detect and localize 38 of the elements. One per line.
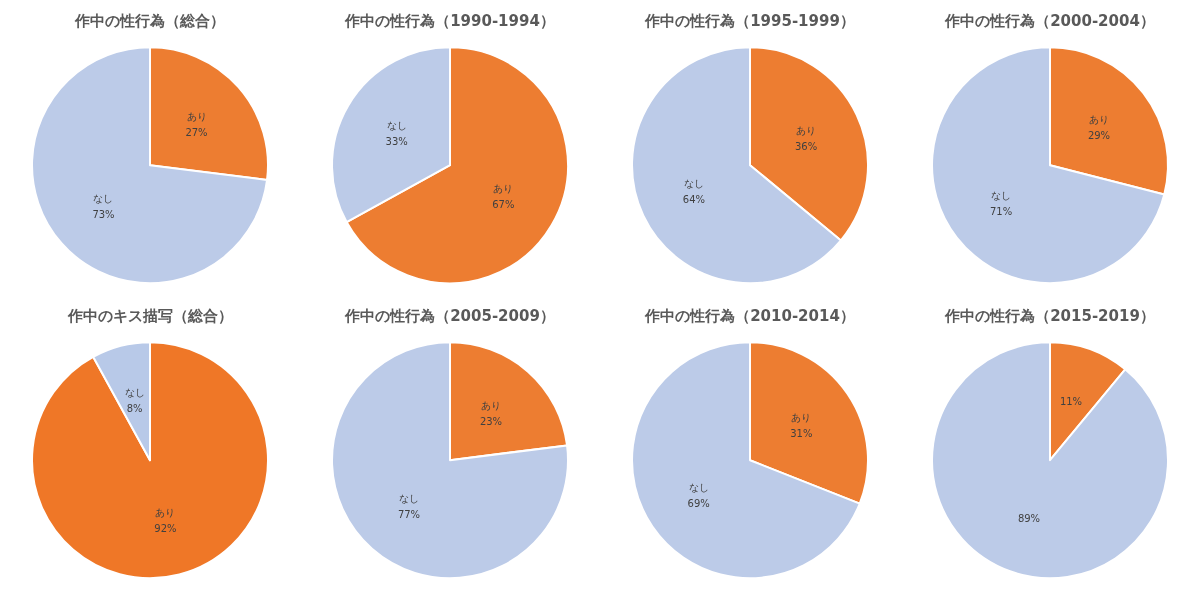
chart-title: 作中の性行為（1990-1994）: [344, 11, 555, 30]
data-label: 73%: [92, 208, 115, 220]
slice-label: あり: [796, 125, 817, 137]
data-label: 92%: [154, 522, 177, 534]
slice-label: あり: [791, 411, 812, 423]
slice-label: あり: [481, 400, 501, 412]
data-label: 8%: [126, 402, 143, 414]
data-label: 64%: [682, 194, 706, 206]
chart-title: 作中のキス描写（総合）: [66, 306, 233, 325]
data-label: 67%: [492, 199, 515, 211]
chart-title: 作中の性行為（総合）: [74, 11, 225, 30]
slice-label: あり: [493, 183, 514, 195]
chart-title: 作中の性行為（2010-2014）: [644, 306, 855, 325]
slice-label: なし: [688, 481, 709, 493]
data-label: 33%: [385, 136, 408, 148]
data-label: 89%: [1017, 513, 1041, 525]
data-label: 29%: [1087, 129, 1111, 141]
slice-label: なし: [93, 192, 114, 204]
data-label: 31%: [790, 427, 813, 439]
data-label: 11%: [1059, 396, 1083, 408]
data-label: 36%: [794, 141, 818, 153]
chart-title: 作中の性行為（2015-2019）: [944, 306, 1155, 325]
data-label: 71%: [989, 205, 1013, 217]
slice-label: あり: [1088, 113, 1109, 125]
slice-label: なし: [124, 386, 145, 398]
slice-label: なし: [991, 189, 1012, 201]
data-label: 27%: [185, 126, 208, 138]
slice-label: なし: [399, 493, 419, 505]
slice-label: あり: [186, 110, 207, 122]
data-label: 69%: [687, 497, 710, 509]
chart-title: 作中の性行為（1995-1999）: [644, 11, 855, 30]
data-label: 23%: [479, 416, 503, 428]
slice-label: なし: [386, 120, 407, 132]
chart-title: 作中の性行為（2005-2009）: [344, 306, 555, 325]
chart-title: 作中の性行為（2000-2004）: [944, 11, 1155, 30]
data-label: 77%: [397, 509, 421, 521]
slice-label: あり: [155, 506, 176, 518]
slice-label: なし: [683, 178, 704, 190]
